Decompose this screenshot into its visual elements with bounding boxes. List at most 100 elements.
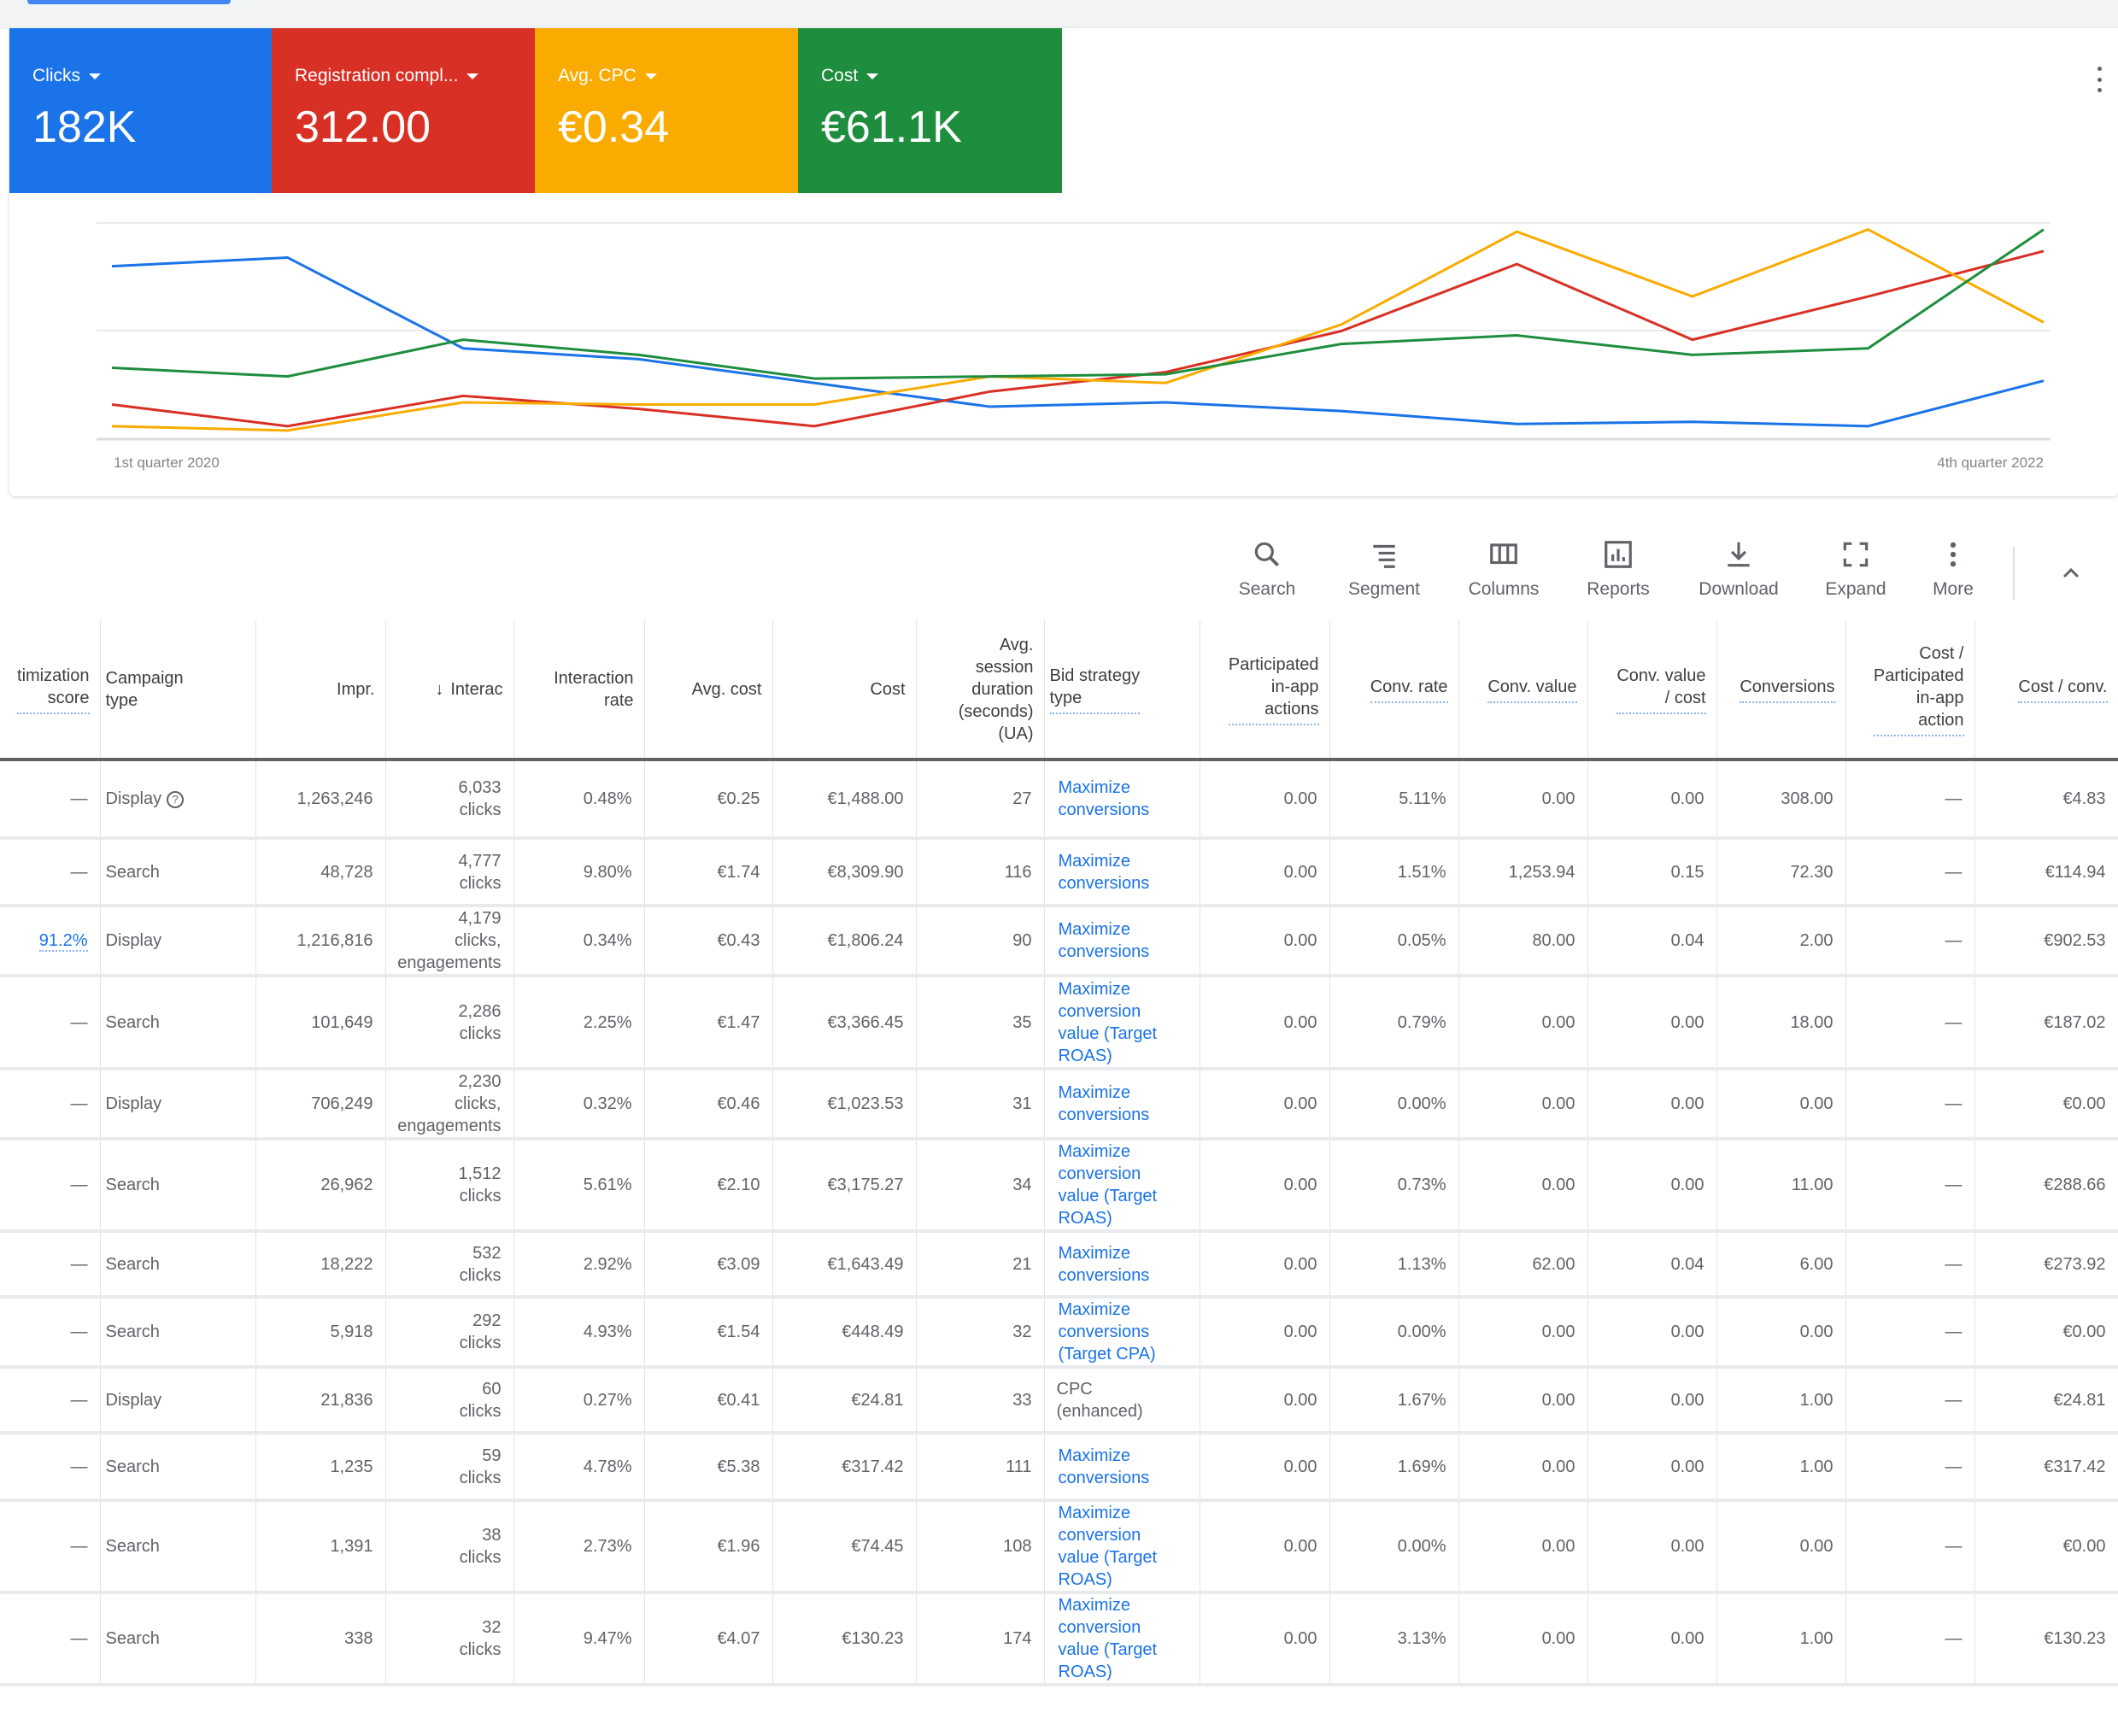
table-cell: €273.92 (1974, 1231, 2118, 1299)
table-cell: 1.13% (1329, 1231, 1459, 1299)
column-header[interactable]: Cost / conv. (1974, 620, 2118, 761)
column-header-label: Avg. cost (691, 679, 762, 699)
metric-selector[interactable]: Registration compl... (295, 66, 535, 86)
bid-strategy-link[interactable]: Maximize conversions (1058, 1446, 1150, 1487)
table-cell: 1.69% (1329, 1433, 1459, 1502)
table-row[interactable]: — Search 338 32 clicks 9.47% €4.07 €130.23 174 M… (0, 1592, 2118, 1686)
column-header[interactable]: Avg. session duration (seconds) (UA) (916, 620, 1045, 761)
column-header[interactable]: Bid strategy type (1044, 620, 1200, 761)
column-header[interactable]: Participated in-app actions (1200, 620, 1330, 761)
metric-card-0[interactable]: Clicks 182K (9, 28, 272, 193)
metric-card-2[interactable]: Avg. CPC €0.34 (535, 28, 798, 193)
bid-strategy-link[interactable]: Maximize conversions (Target CPA) (1058, 1300, 1156, 1364)
table-row[interactable]: — Search 26,962 1,512 clicks 5.61% €2.10 €3,17… (0, 1139, 2118, 1233)
campaign-type: Search (105, 1012, 160, 1032)
help-icon[interactable]: ? (167, 790, 185, 808)
column-header[interactable]: Conversions (1716, 620, 1846, 761)
table-cell: €24.81 (772, 1367, 917, 1434)
bid-strategy-link[interactable]: Maximize conversions (1058, 1243, 1150, 1285)
table-row[interactable]: — Search 101,649 2,286 clicks 2.25% €1.47 €3,3… (0, 976, 2118, 1070)
bid-strategy-link[interactable]: Maximize conversions (1058, 851, 1150, 893)
table-row[interactable]: — Display 21,836 60 clicks 0.27% €0.41 €24.81 3… (0, 1367, 2118, 1434)
active-tab-indicator[interactable] (27, 0, 231, 4)
expand-button[interactable]: Expand (1800, 538, 1911, 600)
optimization-score-link[interactable]: 91.2% (38, 931, 88, 952)
table-cell: 0.00 (1200, 838, 1330, 907)
column-header[interactable]: ↓ Interac (385, 620, 514, 761)
table-cell: Maximize conversions (1044, 1069, 1200, 1141)
table-row[interactable]: — Search 48,728 4,777 clicks 9.80% €1.74 €8,30… (0, 838, 2118, 907)
bid-strategy-link[interactable]: Maximize conversions (1058, 778, 1150, 819)
table-cell: 11.00 (1716, 1139, 1846, 1233)
table-cell: Search (100, 1231, 256, 1299)
table-row[interactable]: — Search 18,222 532 clicks 2.92% €3.09 €1,643.… (0, 1231, 2118, 1299)
table-cell: 1.00 (1716, 1367, 1846, 1434)
table-cell: 80.00 (1458, 906, 1588, 977)
column-header[interactable]: Cost (772, 620, 917, 761)
column-header[interactable]: Cost / Participated in-app action (1845, 620, 1975, 761)
chart-menu-icon[interactable] (2093, 67, 2105, 92)
table-cell: 0.00 (1458, 1367, 1588, 1434)
segment-button[interactable]: Segment (1329, 538, 1440, 600)
table-cell: 0.00 (1716, 1069, 1846, 1141)
campaigns-table: timization score Campaign type Impr. ↓ Inter… (0, 620, 2118, 1686)
metric-selector[interactable]: Clicks (32, 66, 272, 86)
column-header-label: Bid strategy type (1049, 666, 1141, 707)
table-cell: Display (100, 1069, 256, 1141)
table-cell: — (1845, 838, 1975, 907)
metric-selector[interactable]: Avg. CPC (558, 66, 798, 86)
campaign-type: Display (105, 789, 162, 808)
table-cell: 0.27% (513, 1367, 645, 1434)
column-header[interactable]: Impr. (255, 620, 386, 761)
table-cell: €1.74 (644, 838, 773, 907)
table-cell: 21 (916, 1231, 1045, 1299)
column-header-label: Campaign type (105, 668, 184, 710)
bid-strategy-link[interactable]: Maximize conversion value (Target ROAS) (1058, 1504, 1158, 1589)
bid-strategy-link[interactable]: Maximize conversions (1058, 1083, 1150, 1124)
search-button[interactable]: Search (1212, 538, 1323, 600)
table-row[interactable]: 91.2% Display 1,216,816 4,179 clicks, engag… (0, 906, 2118, 977)
column-header[interactable]: Campaign type (100, 620, 256, 761)
column-header[interactable]: Conv. rate (1329, 620, 1459, 761)
bid-strategy-link[interactable]: Maximize conversions (1058, 920, 1150, 961)
reports-button[interactable]: Reports (1563, 538, 1674, 600)
download-button[interactable]: Download (1683, 538, 1794, 600)
table-cell: 0.00 (1200, 1500, 1330, 1594)
column-header[interactable]: Avg. cost (644, 620, 773, 761)
table-cell: €1,806.24 (772, 906, 917, 977)
bid-strategy-link[interactable]: Maximize conversion value (Target ROAS) (1058, 979, 1158, 1065)
table-cell: 33 (916, 1367, 1045, 1434)
metric-card-3[interactable]: Cost €61.1K (798, 28, 1062, 193)
bid-strategy-link[interactable]: Maximize conversion value (Target ROAS) (1058, 1596, 1158, 1681)
column-header[interactable]: Conv. value (1458, 620, 1588, 761)
table-cell: 0.00 (1458, 1433, 1588, 1502)
table-cell: — (0, 1297, 101, 1369)
campaign-type: Display (105, 1390, 162, 1410)
column-header-label: Interaction rate (554, 668, 634, 710)
bid-strategy-link[interactable]: Maximize conversion value (Target ROAS) (1058, 1142, 1158, 1228)
table-cell: Search (100, 1139, 256, 1233)
table-row[interactable]: — Search 1,235 59 clicks 4.78% €5.38 €317.42 11… (0, 1433, 2118, 1502)
column-header[interactable]: timization score (0, 620, 101, 761)
table-cell: — (0, 1500, 101, 1594)
table-row[interactable]: — Display 706,249 2,230 clicks, engagements… (0, 1069, 2118, 1141)
table-cell: 26,962 (255, 1139, 386, 1233)
table-cell: 1.51% (1329, 838, 1459, 907)
table-row[interactable]: — Search 1,391 38 clicks 2.73% €1.96 €74.45 108… (0, 1500, 2118, 1594)
table-row[interactable]: — Search 5,918 292 clicks 4.93% €1.54 €448.49 3… (0, 1297, 2118, 1369)
collapse-chevron-up-icon[interactable] (2057, 560, 2085, 587)
columns-button[interactable]: Columns (1448, 538, 1559, 600)
table-cell: 1,263,246 (255, 760, 386, 840)
more-button[interactable]: More (1898, 538, 2009, 600)
table-cell: 31 (916, 1069, 1045, 1141)
table-cell: 0.79% (1329, 976, 1459, 1070)
table-cell: Display (100, 1367, 256, 1434)
column-header-label: Impr. (337, 679, 375, 699)
metric-selector[interactable]: Cost (821, 66, 1062, 86)
table-row[interactable]: — Display? 1,263,246 6,033 clicks 0.48% €0.25… (0, 760, 2118, 840)
column-header[interactable]: Interaction rate (513, 620, 645, 761)
segment-icon (1329, 538, 1440, 571)
column-header-label: timization score (17, 666, 90, 707)
metric-card-1[interactable]: Registration compl... 312.00 (272, 28, 535, 193)
column-header[interactable]: Conv. value / cost (1587, 620, 1717, 761)
